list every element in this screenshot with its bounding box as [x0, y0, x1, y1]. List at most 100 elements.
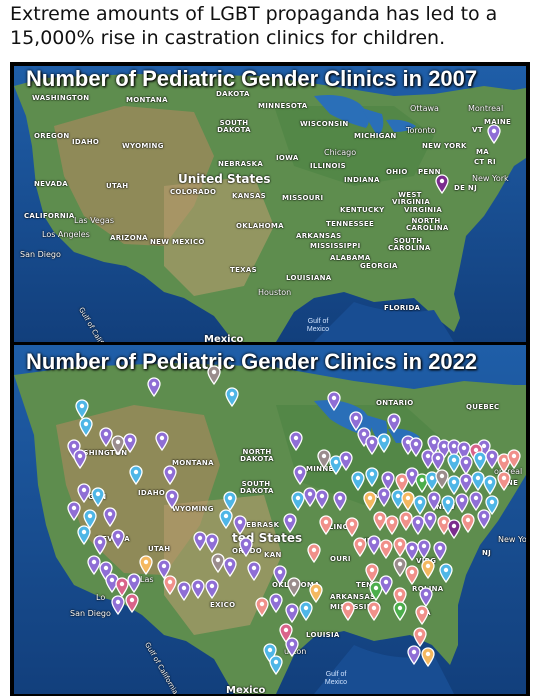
map-pin-icon [273, 565, 287, 585]
label-illinois: LLINOIS [324, 523, 358, 531]
map-pin-icon [219, 509, 233, 529]
map-pin-icon [447, 439, 461, 459]
map-pin-icon [111, 529, 125, 549]
label-gulf-of-mexico: Gulf of Mexico [306, 318, 330, 333]
label-gulf-of-mexico: Gulf of Mexico [324, 671, 348, 686]
map-pin-icon [83, 509, 97, 529]
map-pin-icon [473, 451, 487, 471]
map-pin-icon [427, 435, 441, 455]
map-pin-icon [123, 433, 137, 453]
map-pin-icon [147, 377, 161, 397]
map-pin-icon [177, 581, 191, 601]
map-pin-icon [413, 627, 427, 647]
map-pin-icon [437, 515, 451, 535]
label-utah: UTAH [148, 545, 171, 553]
map-pin-icon [225, 387, 239, 407]
map-pin-icon [447, 475, 461, 495]
label-mexico: Mexico [204, 334, 244, 342]
label-mexico: Mexico [226, 685, 266, 694]
label-houston: Houston [258, 288, 292, 297]
map-pin-icon [77, 525, 91, 545]
label-tennessee: TENNESSEE [326, 220, 375, 228]
map-pin-icon [435, 469, 449, 489]
map-pin-icon [105, 573, 119, 593]
map-pin-icon [327, 391, 341, 411]
map-pin-icon [421, 647, 435, 667]
label-kansas: KAN [264, 551, 282, 559]
label-ottawa: Ottawa [410, 104, 439, 113]
map-pin-icon [497, 453, 511, 473]
map-pin-icon [421, 449, 435, 469]
map-pin-icon [405, 541, 419, 561]
map-pin-icon [239, 537, 253, 557]
map-pin-icon [367, 601, 381, 621]
label-united-states: United States [178, 172, 271, 186]
label-tenn: TENN [356, 581, 379, 589]
label-vt: VT [472, 126, 483, 134]
map-pin-icon [255, 597, 269, 617]
label-minnesota: MINNESOTA [258, 102, 308, 110]
map-pin-icon [365, 467, 379, 487]
map-pin-icon [339, 451, 353, 471]
map-pin-icon [393, 587, 407, 607]
label-texas: TEXAS [230, 266, 257, 274]
map-pin-icon [269, 593, 283, 613]
label-south-carolina: SOUTH CAROLINA [388, 237, 431, 252]
label-washington: WASHINGTON [70, 449, 128, 457]
map-pin-icon [507, 449, 521, 469]
label-nebraska: NEBRASKA [218, 160, 264, 168]
map-pin-icon [421, 559, 435, 579]
label-kentucky: KENTUCKY [340, 206, 385, 214]
label-montreal: ontreal [494, 467, 523, 476]
label-arizona: ARIZONA [110, 234, 148, 242]
map-pin-icon [367, 535, 381, 555]
map-pin-icon [439, 563, 453, 583]
map-pin-icon [317, 449, 331, 469]
map-pin-icon [411, 515, 425, 535]
label-montana: MONTANA [172, 459, 214, 467]
label-new-york: NEW YORK [422, 142, 467, 150]
map-pin-icon [401, 491, 415, 511]
map-pin-icon [329, 455, 343, 475]
map-pin-icon [417, 539, 431, 559]
map-pin-icon [423, 511, 437, 531]
map-pin-icon [351, 471, 365, 491]
label-louisiana: LOUISIA [306, 631, 340, 639]
label-montana: MONTANA [126, 96, 168, 104]
label-chicago: Chicago [324, 148, 357, 157]
label-arkansas: ARKANSAS [330, 593, 376, 601]
map-pin-icon [391, 489, 405, 509]
label-mississippi: MISSISSIPPI [310, 242, 361, 250]
map-pin-icon [157, 559, 171, 579]
map-pin-icon [73, 449, 87, 469]
label-west-virginia: WEST VIRGINIA [392, 191, 431, 206]
map-pin-icon [285, 603, 299, 623]
map-pin-icon [299, 601, 313, 621]
map-2007-title: Number of Pediatric Gender Clinics in 20… [26, 66, 478, 91]
map-pin-icon [381, 471, 395, 491]
map-pin-icon [435, 174, 449, 194]
label-los-angeles: Los Angeles [42, 230, 90, 239]
label-new-mexico: NEW MEXICO [150, 238, 205, 246]
label-maine: MAINE [484, 118, 512, 126]
map-pin-icon [303, 487, 317, 507]
label-idaho: IDAHO [72, 138, 100, 146]
label-utah: UTAH [106, 182, 129, 190]
map-pin-icon [459, 455, 473, 475]
label-wyoming: WYOMING [172, 505, 214, 513]
map-pin-icon [497, 471, 511, 491]
map-pin-icon [269, 655, 283, 675]
map-pin-icon [125, 593, 139, 613]
label-mississippi: MISSISSIPPI [330, 603, 381, 611]
map-pin-icon [433, 541, 447, 561]
map-pin-icon [163, 575, 177, 595]
map-pin-icon [87, 555, 101, 575]
label-penn: PENN [418, 168, 441, 176]
label-san-diego: San Diego [20, 250, 61, 259]
map-pin-icon [163, 465, 177, 485]
map-pin-icon [485, 449, 499, 469]
map-pin-icon [75, 399, 89, 419]
label-arkansas: ARKANSAS [296, 232, 342, 240]
map-pin-icon [415, 605, 429, 625]
label-ontario: ONTARIO [376, 399, 414, 407]
